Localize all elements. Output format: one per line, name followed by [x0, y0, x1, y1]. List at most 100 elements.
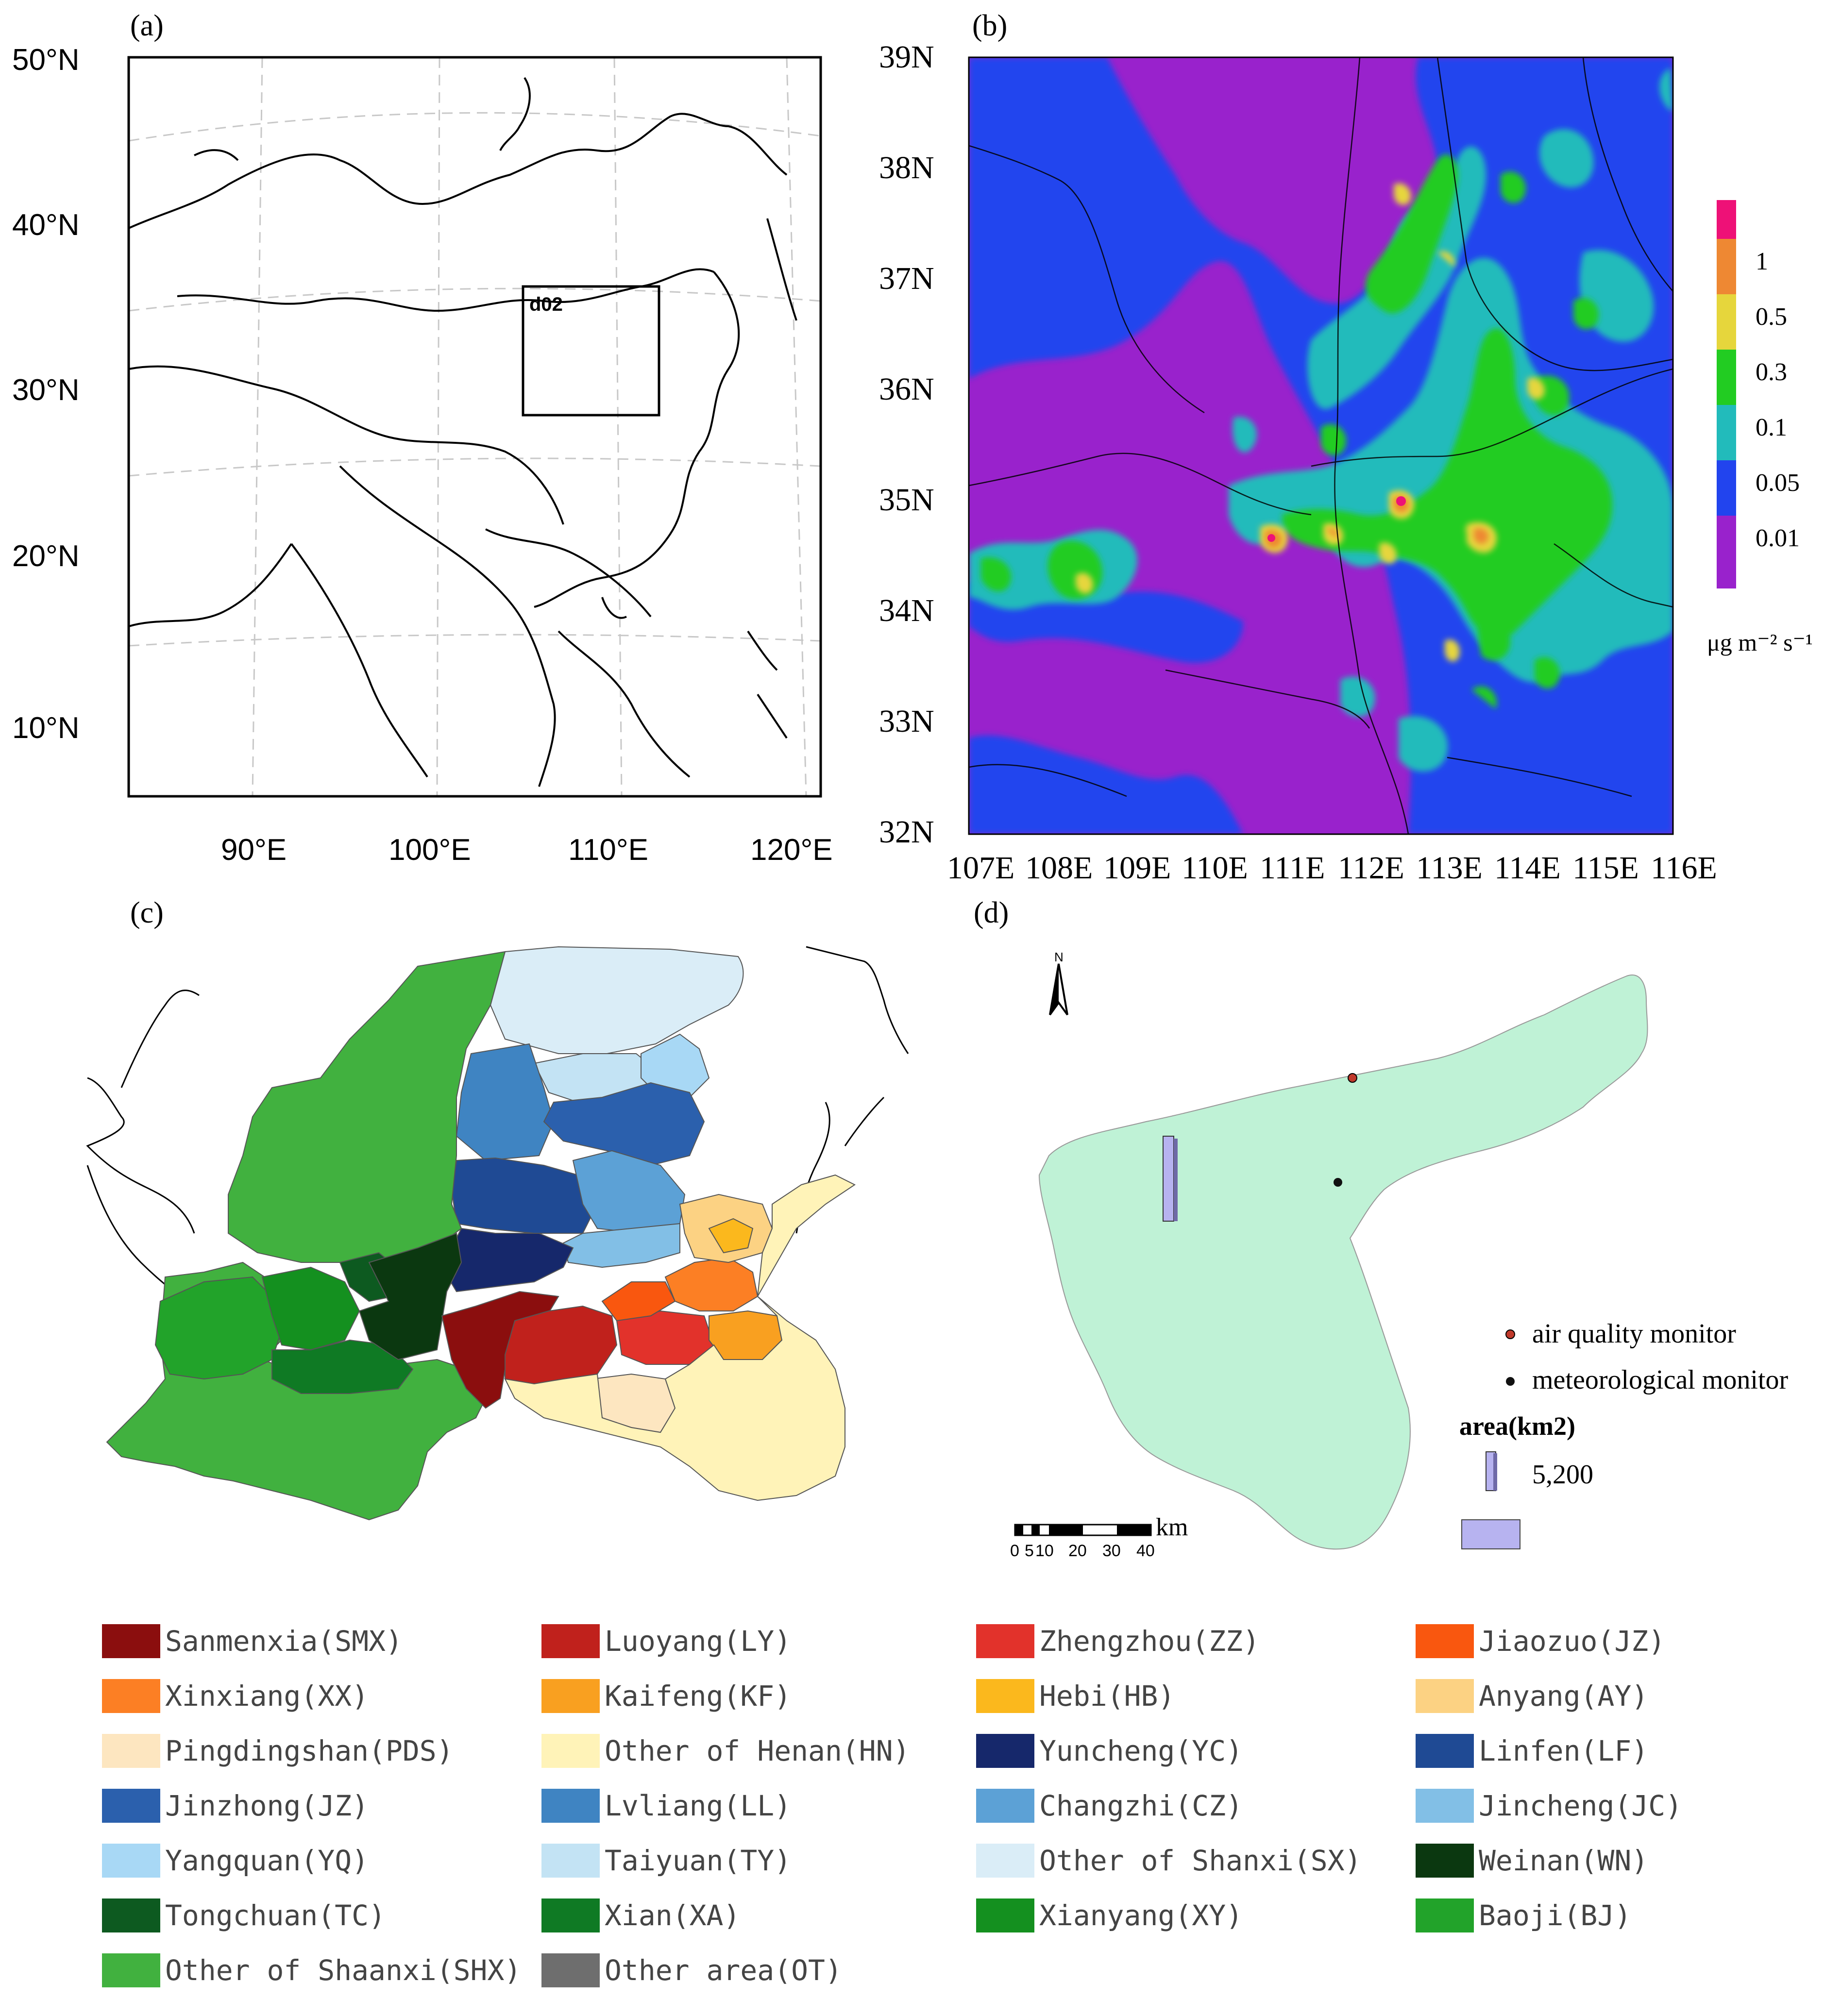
legend-label: Other of Henan(HN)	[605, 1734, 910, 1767]
lon-label-108e: 108E	[1025, 850, 1093, 886]
legend-label: Baoji(BJ)	[1479, 1899, 1632, 1932]
lon-label-113e: 113E	[1416, 850, 1483, 886]
legend-label: Kaifeng(KF)	[605, 1680, 792, 1713]
legend-swatch	[102, 1898, 160, 1932]
legend-swatch	[976, 1734, 1034, 1768]
legend-swatch	[976, 1679, 1034, 1713]
scale-tick-10: 10	[1035, 1542, 1054, 1560]
legend-item: Pingdingshan(PDS)	[102, 1729, 454, 1773]
legend-label: Jincheng(JC)	[1479, 1789, 1683, 1822]
colorbar-label-0-05: 0.05	[1756, 469, 1800, 497]
legend-swatch	[102, 1953, 160, 1987]
legend-swatch	[541, 1953, 600, 1987]
legend-item: Xinxiang(XX)	[102, 1674, 369, 1718]
legend-item: Yangquan(YQ)	[102, 1839, 369, 1882]
legend-swatch	[541, 1789, 600, 1823]
air-quality-legend-label: air quality monitor	[1532, 1319, 1736, 1349]
air-quality-monitor-point	[1348, 1073, 1357, 1083]
legend-label: Xinxiang(XX)	[165, 1680, 369, 1713]
lon-label-107e: 107E	[947, 850, 1015, 886]
scale-tick-40: 40	[1136, 1542, 1155, 1560]
legend-label: Changzhi(CZ)	[1039, 1789, 1243, 1822]
lat-label-32n: 32N	[879, 814, 934, 850]
lon-label-114e: 114E	[1494, 850, 1561, 886]
legend-item: Yuncheng(YC)	[976, 1729, 1243, 1773]
legend-swatch	[1416, 1734, 1474, 1768]
legend-item: Xianyang(XY)	[976, 1894, 1243, 1937]
panel-a-label: (a)	[130, 9, 164, 42]
lon-label-116e: 116E	[1651, 850, 1717, 886]
legend-swatch	[976, 1789, 1034, 1823]
legend-item: Other of Shaanxi(SHX)	[102, 1949, 521, 1992]
legend-label: Weinan(WN)	[1479, 1844, 1649, 1877]
scale-tick-30: 30	[1102, 1542, 1121, 1560]
lat-label-33n: 33N	[879, 704, 934, 739]
emission-map: 1 0.5 0.3 0.1 0.05 0.01 μg m⁻² s⁻¹	[968, 56, 1813, 835]
scale-tick-0: 0	[1010, 1542, 1019, 1560]
colorbar-unit: μg m⁻² s⁻¹	[1707, 629, 1813, 656]
legend-swatch	[102, 1734, 160, 1768]
legend-swatch	[102, 1679, 160, 1713]
colorbar	[1717, 200, 1736, 588]
legend-item: Xian(XA)	[541, 1894, 740, 1937]
north-label: N	[1054, 950, 1064, 964]
legend-item: Other of Henan(HN)	[541, 1729, 910, 1773]
area-legend-title: area(km2)	[1459, 1411, 1575, 1441]
legend-swatch	[541, 1679, 600, 1713]
legend-label: Yangquan(YQ)	[165, 1844, 369, 1877]
lat-label-37n: 37N	[879, 261, 934, 296]
legend-swatch	[102, 1789, 160, 1823]
lat-label-20n: 20°N	[12, 539, 80, 573]
legend-swatch	[541, 1734, 600, 1768]
legend-label: Other of Shanxi(SX)	[1039, 1844, 1362, 1877]
legend-item: Weinan(WN)	[1416, 1839, 1648, 1882]
lon-label-90e: 90°E	[221, 833, 287, 867]
panel-a: (a)	[0, 0, 874, 874]
legend-label: Jiaozuo(JZ)	[1479, 1625, 1666, 1658]
legend-item: Tongchuan(TC)	[102, 1894, 386, 1937]
colorbar-label-1: 1	[1756, 248, 1768, 275]
lat-label-34n: 34N	[879, 593, 934, 628]
colorbar-label-0-5: 0.5	[1756, 303, 1787, 331]
legend-item: Baoji(BJ)	[1416, 1894, 1631, 1937]
lat-label-35n: 35N	[879, 482, 934, 518]
scale-bar	[1014, 1524, 1152, 1536]
legend-item: Jinzhong(JZ)	[102, 1784, 369, 1828]
legend-swatch	[1416, 1789, 1474, 1823]
legend-item: Kaifeng(KF)	[541, 1674, 791, 1718]
basin-polygon	[1038, 974, 1648, 1550]
panel-b: (b)	[874, 0, 1841, 898]
legend-item: Linfen(LF)	[1416, 1729, 1648, 1773]
legend-label: Taiyuan(TY)	[605, 1844, 792, 1877]
legend-swatch	[1416, 1679, 1474, 1713]
panel-c-label: (c)	[130, 896, 164, 929]
area-legend-bar-icon	[1486, 1451, 1497, 1491]
met-legend-label: meteorological monitor	[1532, 1365, 1789, 1395]
met-monitor-point	[1334, 1178, 1342, 1187]
legend-label: Pingdingshan(PDS)	[165, 1734, 454, 1767]
legend-swatch	[1416, 1844, 1474, 1878]
lat-label-10n: 10°N	[12, 711, 80, 745]
city-legend: Sanmenxia(SMX) Luoyang(LY) Zhengzhou(ZZ) Ji…	[102, 1619, 1831, 2008]
lon-label-100e: 100°E	[388, 833, 471, 867]
legend-label: Zhengzhou(ZZ)	[1039, 1625, 1260, 1658]
colorbar-label-0-3: 0.3	[1756, 358, 1787, 386]
legend-swatch	[541, 1624, 600, 1658]
panel-a-map: d02	[127, 56, 822, 798]
lat-label-40n: 40°N	[12, 208, 80, 242]
air-quality-legend-icon	[1505, 1329, 1515, 1339]
legend-label: Xian(XA)	[605, 1899, 741, 1932]
legend-item: Other area(OT)	[541, 1949, 842, 1992]
lon-label-112e: 112E	[1338, 850, 1404, 886]
legend-item: Lvliang(LL)	[541, 1784, 791, 1828]
lon-label-109e: 109E	[1103, 850, 1171, 886]
legend-item: Hebi(HB)	[976, 1674, 1175, 1718]
legend-item: Anyang(AY)	[1416, 1674, 1648, 1718]
legend-swatch	[976, 1844, 1034, 1878]
legend-label: Linfen(LF)	[1479, 1734, 1649, 1767]
panel-b-label: (b)	[972, 9, 1008, 42]
legend-swatch	[1416, 1898, 1474, 1932]
lat-label-36n: 36N	[879, 371, 934, 407]
legend-item: Other of Shanxi(SX)	[976, 1839, 1361, 1882]
colorbar-label-0-1: 0.1	[1756, 414, 1787, 441]
